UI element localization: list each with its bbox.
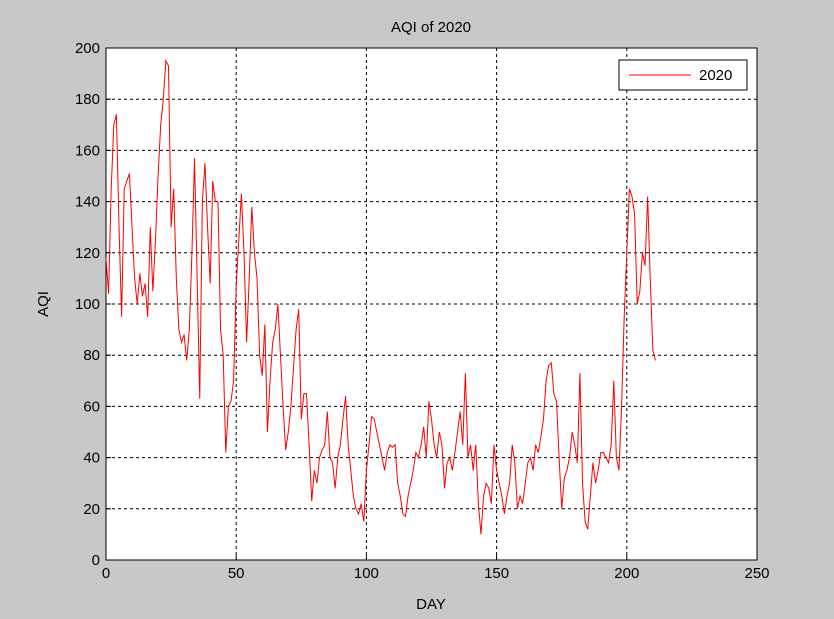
x-tick-label: 0 bbox=[102, 565, 110, 582]
y-tick-label: 20 bbox=[83, 501, 100, 518]
x-tick-label: 100 bbox=[354, 565, 379, 582]
legend-label: 2020 bbox=[699, 67, 732, 84]
chart-title: AQI of 2020 bbox=[391, 19, 471, 36]
y-tick-label: 0 bbox=[92, 552, 100, 569]
y-tick-label: 140 bbox=[75, 194, 100, 211]
y-tick-label: 100 bbox=[75, 296, 100, 313]
y-tick-label: 120 bbox=[75, 245, 100, 262]
y-tick-label: 60 bbox=[83, 398, 100, 415]
x-axis-label: DAY bbox=[416, 596, 446, 613]
y-tick-label: 180 bbox=[75, 91, 100, 108]
x-tick-label: 150 bbox=[484, 565, 509, 582]
y-tick-label: 80 bbox=[83, 347, 100, 364]
y-tick-label: 200 bbox=[75, 40, 100, 57]
x-tick-label: 200 bbox=[614, 565, 639, 582]
x-tick-label: 50 bbox=[228, 565, 245, 582]
line bbox=[105, 58, 656, 535]
y-tick-label: 40 bbox=[83, 450, 100, 467]
axes-box bbox=[105, 47, 758, 561]
y-tick-label: 160 bbox=[75, 142, 100, 159]
x-tick-label: 250 bbox=[744, 565, 769, 582]
y-axis-label: AQI bbox=[35, 291, 52, 317]
